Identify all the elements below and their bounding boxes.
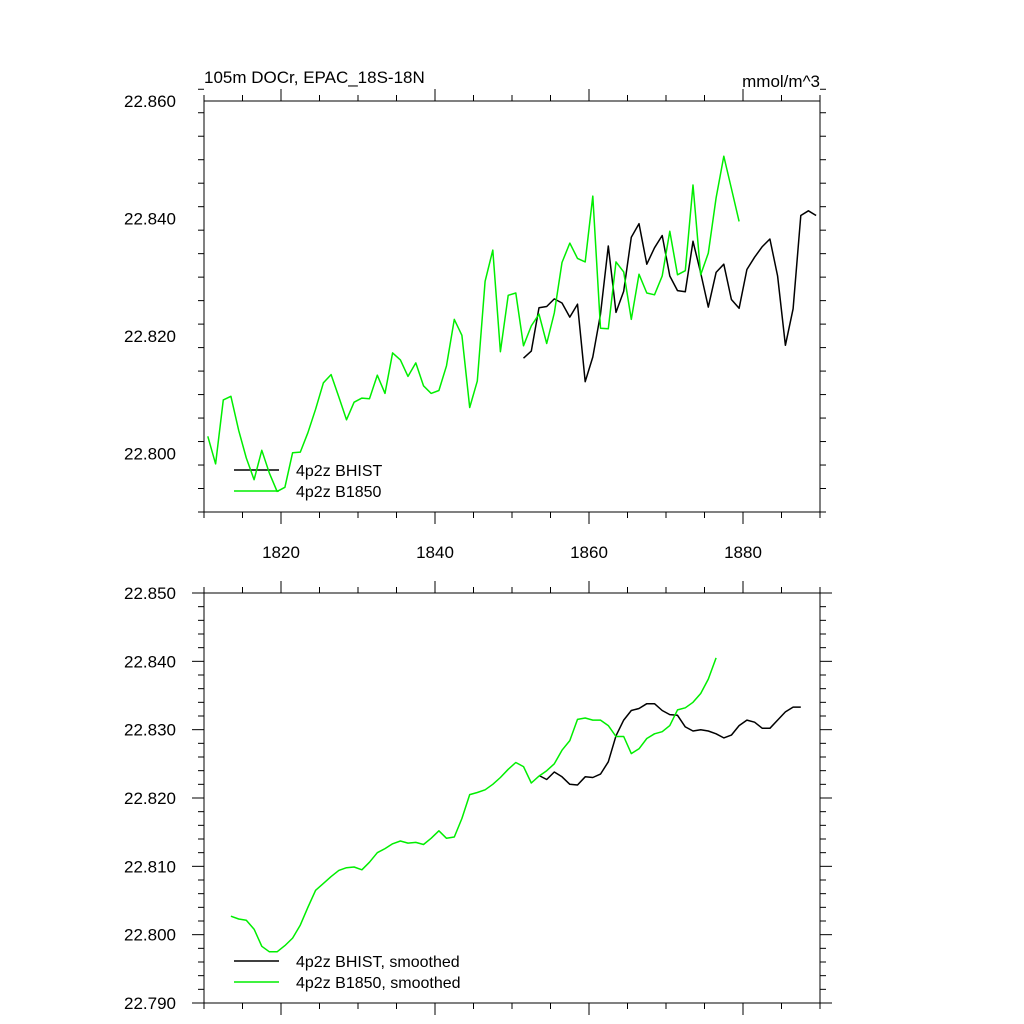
panel2-series-line-b1850: [230, 657, 717, 953]
panel1-series-line-b1850: [207, 155, 740, 493]
legend-label-b1850: 4p2z B1850: [296, 484, 382, 501]
panel1-x-tick-label: 1840: [416, 543, 454, 562]
panel1-series-line-bhist: [522, 210, 817, 383]
panel1-x-tick-label: 1860: [570, 543, 608, 562]
chart-title: 105m DOCr, EPAC_18S-18N: [204, 68, 425, 87]
panel2-y-tick-label: 22.850: [124, 584, 176, 603]
panel1-y-tick-label: 22.840: [124, 209, 176, 228]
panel1-y-tick-label: 22.800: [124, 444, 176, 463]
panel1-y-tick-label: 22.820: [124, 327, 176, 346]
panel2-y-tick-label: 22.790: [124, 994, 176, 1013]
legend-label-b1850-smoothed: 4p2z B1850, smoothed: [296, 975, 461, 992]
panel2-y-tick-label: 22.830: [124, 721, 176, 740]
panel1-x-tick-label: 1880: [724, 543, 762, 562]
panel1-x-tick-label: 1820: [262, 543, 300, 562]
legend-label-bhist-smoothed: 4p2z BHIST, smoothed: [296, 954, 460, 971]
panel2-frame: [203, 592, 821, 1004]
panel2-y-tick-label: 22.840: [124, 652, 176, 671]
panel2-series-line-bhist: [538, 702, 801, 786]
chart-units: mmol/m^3: [742, 72, 820, 91]
panel2-y-tick-label: 22.820: [124, 789, 176, 808]
panel1-frame: [203, 100, 821, 513]
panel2-y-tick-label: 22.800: [124, 926, 176, 945]
panel1-y-tick-label: 22.860: [124, 92, 176, 111]
legend-label-bhist: 4p2z BHIST: [296, 463, 382, 480]
panel2-y-tick-label: 22.810: [124, 857, 176, 876]
